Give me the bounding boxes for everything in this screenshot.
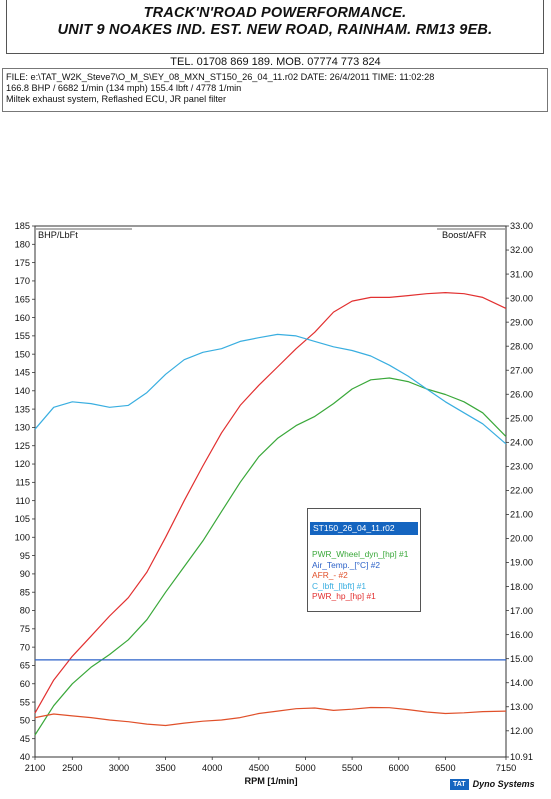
y-tick-label-right: 10.91: [510, 752, 533, 762]
x-tick-label: 5000: [295, 763, 315, 773]
legend-title[interactable]: ST150_26_04_11.r02: [310, 522, 418, 535]
y-tick-label-left: 160: [15, 313, 30, 323]
y-tick-label-left: 40: [20, 752, 30, 762]
x-axis-title: RPM [1/min]: [244, 776, 297, 786]
y-tick-label-right: 23.00: [510, 462, 533, 472]
y-tick-label-left: 65: [20, 661, 30, 671]
y-tick-label-left: 75: [20, 624, 30, 634]
x-tick-label: 4500: [249, 763, 269, 773]
y-tick-label-left: 115: [15, 478, 30, 488]
file-info-line: FILE: e:\TAT_W2K_Steve7\O_M_S\EY_08_MXN_…: [6, 72, 435, 82]
y-tick-label-right: 22.00: [510, 486, 533, 496]
legend-item[interactable]: AFR_- #2: [312, 570, 348, 580]
y-tick-label-left: 70: [20, 642, 30, 652]
y-tick-label-right: 13.00: [510, 702, 533, 712]
chart-legend: ST150_26_04_11.r02 PWR_Wheel_dyn_[hp] #1…: [307, 508, 421, 612]
y-tick-label-left: 80: [20, 606, 30, 616]
legend-item[interactable]: PWR_hp_[hp] #1: [312, 591, 376, 601]
y-tick-label-right: 20.00: [510, 534, 533, 544]
y-tick-label-right: 33.00: [510, 221, 533, 231]
x-tick-label: 4000: [202, 763, 222, 773]
x-tick-label: 6000: [389, 763, 409, 773]
tat-logo: TAT: [450, 779, 469, 790]
y-tick-label-right: 25.00: [510, 414, 533, 424]
y-tick-label-left: 60: [20, 679, 30, 689]
series-line-pwr-wheel-dyn-hp-1: [34, 377, 507, 736]
y-tick-label-left: 180: [15, 240, 30, 250]
y-tick-label-right: 17.00: [510, 606, 533, 616]
y-tick-label-left: 105: [15, 514, 30, 524]
run-info-box: FILE: e:\TAT_W2K_Steve7\O_M_S\EY_08_MXN_…: [2, 68, 548, 112]
brand-text: Dyno Systems: [472, 779, 535, 789]
y-tick-label-left: 155: [15, 331, 30, 341]
y-axis-left-title: BHP/LbFt: [38, 230, 78, 240]
x-tick-label: 2500: [62, 763, 82, 773]
y-tick-label-left: 165: [15, 294, 30, 304]
y-tick-label-right: 19.00: [510, 558, 533, 568]
y-tick-label-right: 28.00: [510, 341, 533, 351]
y-tick-label-left: 140: [15, 386, 30, 396]
y-tick-label-left: 120: [15, 459, 30, 469]
y-tick-label-right: 30.00: [510, 293, 533, 303]
y-tick-label-right: 14.00: [510, 678, 533, 688]
x-tick-label: 5500: [342, 763, 362, 773]
x-tick-label: 6500: [435, 763, 455, 773]
y-tick-label-right: 12.00: [510, 726, 533, 736]
x-tick-label: 2100: [25, 763, 45, 773]
y-tick-label-right: 27.00: [510, 365, 533, 375]
series-line-c-lbft-lbft-1: [34, 333, 507, 445]
company-name: TRACK'N'ROAD POWERFORMANCE.: [143, 5, 407, 21]
y-tick-label-left: 170: [15, 276, 30, 286]
y-tick-label-left: 85: [20, 587, 30, 597]
company-header-box: TRACK'N'ROAD POWERFORMANCE. UNIT 9 NOAKE…: [6, 0, 544, 54]
y-tick-label-left: 55: [20, 697, 30, 707]
legend-item[interactable]: PWR_Wheel_dyn_[hp] #1: [312, 549, 409, 559]
y-tick-label-left: 110: [15, 496, 30, 506]
y-tick-label-right: 18.00: [510, 582, 533, 592]
x-tick-label: 3500: [155, 763, 175, 773]
company-address: UNIT 9 NOAKES IND. EST. NEW ROAD, RAINHA…: [57, 22, 493, 38]
peak-values-line: 166.8 BHP / 6682 1/min (134 mph) 155.4 l…: [6, 83, 242, 93]
y-tick-label-right: 15.00: [510, 654, 533, 664]
modifications-line: Miltek exhaust system, Reflashed ECU, JR…: [6, 94, 227, 104]
y-tick-label-right: 24.00: [510, 438, 533, 448]
plot-area: [34, 225, 507, 758]
y-tick-label-right: 26.00: [510, 389, 533, 399]
y-tick-label-left: 45: [20, 734, 30, 744]
y-tick-label-left: 125: [15, 441, 30, 451]
y-tick-label-left: 90: [20, 569, 30, 579]
y-tick-label-left: 130: [15, 423, 30, 433]
y-tick-label-left: 95: [20, 551, 30, 561]
y-tick-label-left: 50: [20, 716, 30, 726]
y-tick-label-right: 21.00: [510, 510, 533, 520]
x-tick-label: 7150: [496, 763, 516, 773]
y-tick-label-left: 145: [15, 368, 30, 378]
x-tick-label: 3000: [109, 763, 129, 773]
series-line-pwr-hp-hp-1: [34, 292, 507, 714]
y-tick-label-left: 185: [15, 221, 30, 231]
y-tick-label-right: 29.00: [510, 317, 533, 327]
y-tick-label-left: 150: [15, 349, 30, 359]
y-tick-label-right: 31.00: [510, 269, 533, 279]
legend-item[interactable]: Air_Temp._[°C] #2: [312, 559, 381, 570]
series-line-afr-2: [34, 706, 507, 727]
y-tick-label-left: 100: [15, 532, 30, 542]
footer-brand: TAT Dyno Systems: [450, 779, 546, 791]
y-tick-label-left: 135: [15, 404, 30, 414]
y-tick-label-right: 16.00: [510, 630, 533, 640]
telephone-line: TEL. 01708 869 189. MOB. 07774 773 824: [170, 56, 381, 68]
y-tick-label-right: 32.00: [510, 245, 533, 255]
y-tick-label-left: 175: [15, 258, 30, 268]
legend-item[interactable]: C_lbft_[lbft] #1: [312, 580, 367, 591]
y-axis-right-title: Boost/AFR: [442, 230, 487, 240]
